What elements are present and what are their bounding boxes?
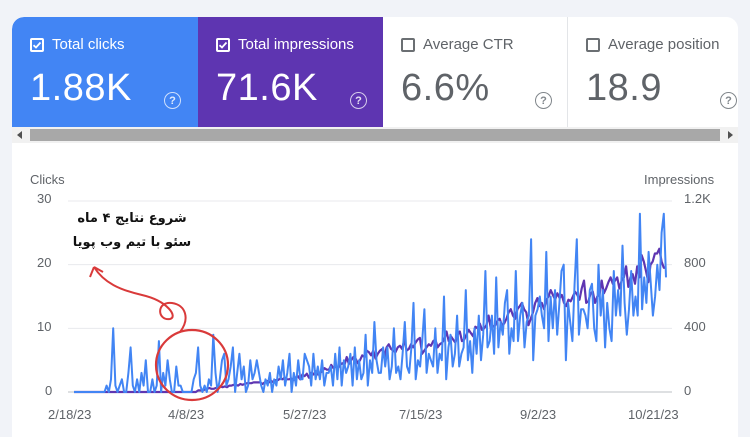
right-axis-label: Impressions [644,172,715,187]
metric-value: 18.9 [586,67,662,109]
help-icon[interactable]: ? [164,92,181,109]
scrollbar-thumb[interactable] [30,129,720,141]
x-tick: 10/21/23 [628,407,679,422]
help-icon[interactable]: ? [350,92,367,109]
performance-chart: Clicks Impressions 30 20 10 0 1.2K 800 4… [12,143,738,437]
scroll-left-icon[interactable] [12,127,28,143]
metric-label: Average CTR [423,36,514,53]
annotation-text: شروع نتایج ۴ ماه سئو با تیم وب پویا [52,207,212,255]
x-tick: 5/27/23 [283,407,327,422]
help-icon[interactable]: ? [720,92,737,109]
x-tick: 7/15/23 [399,407,443,422]
checkbox-checked-icon[interactable] [30,37,44,52]
metric-total-clicks-head: Total clicks [30,36,125,53]
performance-card: Total clicks 1.88K ? Total impressions 7… [12,17,738,437]
right-tick: 0 [684,383,692,398]
annotation-arrow [93,266,187,333]
annotation-line-1: شروع نتایج ۴ ماه [77,211,187,226]
chart-plot-svg [68,200,672,402]
left-tick: 30 [37,191,52,206]
left-tick: 10 [37,319,52,334]
metric-average-ctr[interactable]: Average CTR 6.6% ? [383,17,568,127]
help-icon[interactable]: ? [535,92,552,109]
metric-average-position-head: Average position [586,36,719,53]
metric-average-position[interactable]: Average position 18.9 ? [568,17,738,127]
metric-label: Total clicks [52,36,125,53]
left-tick: 20 [37,255,52,270]
left-tick: 0 [45,383,53,398]
metric-total-impressions[interactable]: Total impressions 71.6K ? [198,17,383,127]
metric-label: Average position [608,36,720,53]
checkbox-checked-icon[interactable] [216,37,230,52]
checkbox-unchecked-icon[interactable] [401,37,415,52]
checkbox-unchecked-icon[interactable] [586,37,600,52]
scroll-right-icon[interactable] [722,127,738,143]
annotation-arrowhead [89,266,104,278]
horizontal-scrollbar[interactable] [12,127,738,143]
metric-value: 1.88K [30,67,132,109]
metric-total-impressions-head: Total impressions [216,36,354,53]
metric-label: Total impressions [238,36,354,53]
x-tick: 9/2/23 [520,407,557,422]
metric-average-ctr-head: Average CTR [401,36,514,53]
highlight-circle [154,328,230,402]
x-tick: 2/18/23 [48,407,92,422]
right-tick: 400 [684,319,706,334]
metric-total-clicks[interactable]: Total clicks 1.88K ? [12,17,198,127]
left-axis-label: Clicks [30,172,65,187]
metric-value: 6.6% [401,67,490,109]
annotation-line-2: سئو با تیم وب پویا [72,235,192,250]
right-tick: 1.2K [684,191,711,206]
right-tick: 800 [684,255,706,270]
metric-tiles: Total clicks 1.88K ? Total impressions 7… [12,17,738,127]
metric-value: 71.6K [216,67,318,109]
x-tick: 4/8/23 [168,407,205,422]
clicks-series-line [74,212,667,393]
